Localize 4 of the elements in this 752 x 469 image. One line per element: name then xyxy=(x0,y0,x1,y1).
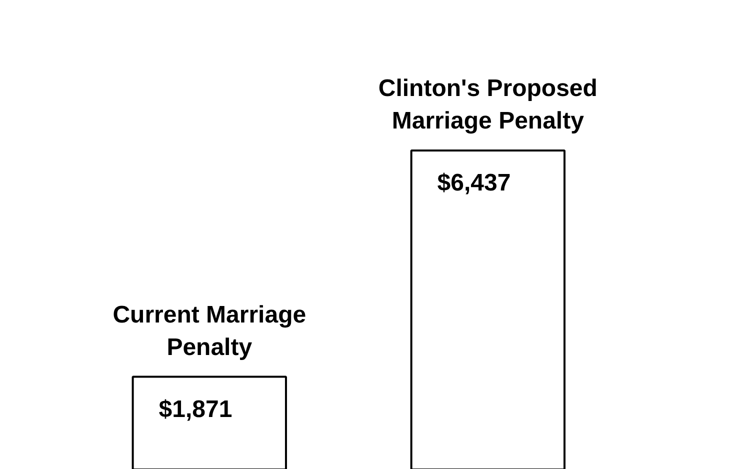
data-label: $1,871 xyxy=(158,396,232,423)
x-tick-label: Clinton's Proposed Marriage Penalty xyxy=(378,75,598,134)
x-tick-label: Current Marriage Penalty xyxy=(112,301,306,361)
data-label: $6,437 xyxy=(437,170,511,197)
